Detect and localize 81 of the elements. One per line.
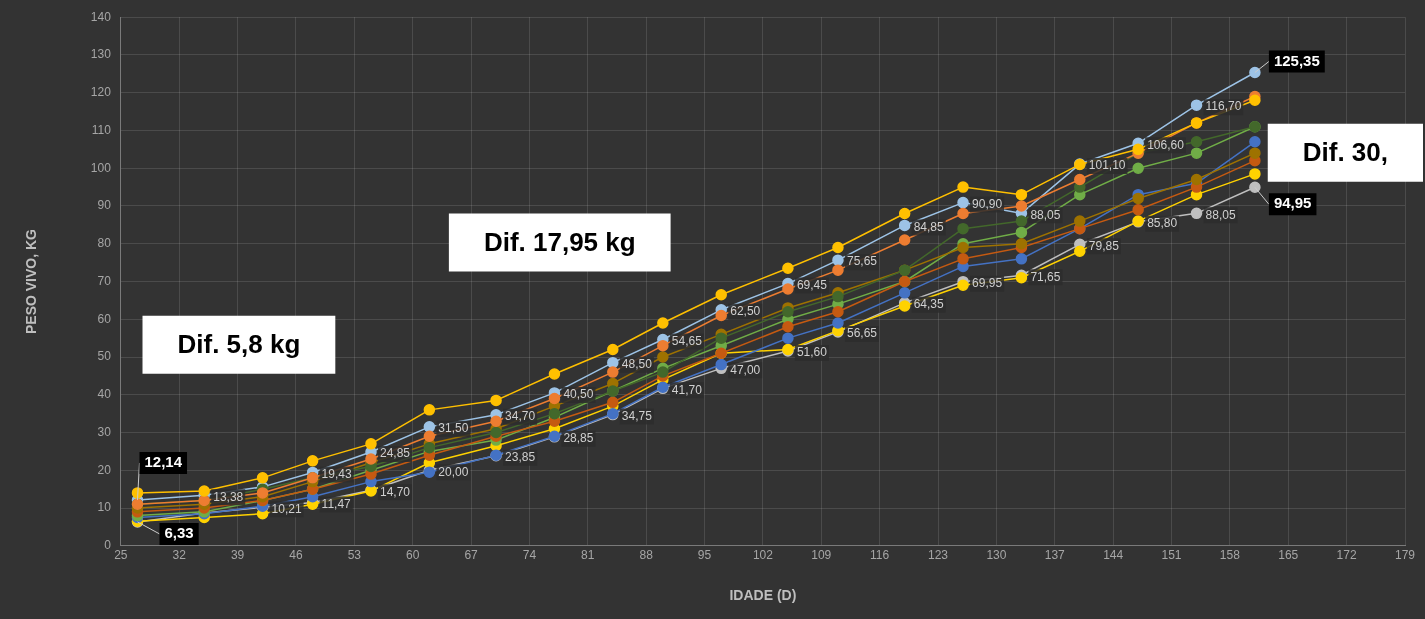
y-tick-label: 20 (97, 462, 112, 477)
y-tick-label: 0 (104, 538, 112, 553)
data-label: 12,14 (144, 453, 183, 471)
x-tick-label: 53 (347, 548, 362, 563)
x-tick-label: 179 (1394, 548, 1416, 563)
data-label: 90,90 (972, 196, 1003, 211)
x-tick-label: 39 (230, 548, 245, 563)
data-label: 11,47 (321, 496, 352, 511)
data-label: 85,80 (1147, 216, 1178, 231)
data-label: 69,95 (972, 276, 1003, 290)
x-tick-label: 32 (172, 548, 187, 563)
y-tick-label: 40 (97, 387, 112, 402)
x-tick-label: 60 (406, 548, 420, 563)
y-tick-label: 90 (97, 198, 112, 213)
x-tick-label: 144 (1103, 548, 1124, 563)
y-tick-label: 50 (97, 349, 112, 364)
data-label: 48,50 (621, 356, 653, 371)
x-tick-label: 95 (697, 548, 712, 563)
data-label: 6,33 (164, 524, 194, 542)
data-label: 116,70 (1205, 99, 1242, 114)
data-label: 23,85 (505, 450, 536, 465)
x-tick-label: 137 (1044, 548, 1066, 563)
data-label: 14,70 (379, 484, 411, 499)
annotation: Dif. 17,95 kg (483, 226, 636, 257)
y-tick-label: 30 (97, 424, 112, 439)
data-label: 79,85 (1088, 238, 1120, 253)
data-label: 94,95 (1273, 194, 1312, 212)
data-label: 101,10 (1088, 158, 1126, 173)
x-tick-label: 74 (522, 548, 537, 563)
y-tick-label: 10 (97, 500, 112, 515)
y-tick-label: 70 (97, 273, 112, 288)
x-tick-label: 81 (581, 548, 595, 563)
data-label: 24,85 (379, 446, 411, 461)
data-label: 20,00 (438, 464, 469, 479)
y-tick-label: 100 (90, 160, 112, 175)
data-label: 71,65 (1030, 269, 1061, 284)
x-tick-label: 158 (1219, 548, 1241, 563)
y-tick-label: 80 (97, 236, 112, 251)
data-label: 75,65 (846, 254, 878, 269)
data-label: 88,05 (1205, 207, 1236, 222)
annotation: Dif. 30, (1302, 136, 1388, 167)
x-tick-label: 109 (811, 548, 832, 563)
data-label: 51,60 (796, 345, 828, 360)
data-label: 62,50 (730, 304, 761, 319)
x-axis-title: IDADE (D) (729, 587, 797, 604)
x-tick-label: 102 (752, 548, 774, 563)
annotation: Dif. 5,8 kg (177, 328, 301, 359)
data-label: 19,43 (321, 466, 352, 481)
data-label: 64,35 (913, 297, 945, 312)
data-label: 125,35 (1273, 51, 1320, 69)
x-tick-label: 130 (986, 548, 1007, 563)
data-label: 34,75 (621, 408, 653, 423)
x-tick-label: 67 (464, 548, 479, 563)
y-tick-label: 130 (90, 47, 112, 62)
data-label: 47,00 (730, 362, 761, 377)
x-tick-label: 151 (1161, 548, 1182, 563)
data-label: 56,65 (846, 326, 878, 341)
x-tick-label: 88 (639, 548, 654, 563)
x-tick-label: 116 (870, 548, 890, 563)
x-tick-label: 165 (1278, 548, 1299, 563)
data-label: 40,50 (563, 387, 594, 402)
y-tick-label: 110 (91, 122, 112, 137)
x-tick-label: 25 (114, 548, 128, 563)
data-label: 69,45 (796, 277, 828, 292)
data-label: 88,05 (1030, 207, 1061, 222)
data-label: 84,85 (913, 219, 945, 234)
data-label: 54,65 (671, 333, 703, 348)
y-axis-title: PESO VIVO, KG (23, 228, 40, 335)
data-label: 10,21 (271, 501, 302, 516)
x-tick-label: 172 (1336, 548, 1357, 563)
y-tick-label: 60 (97, 311, 112, 326)
data-label: 28,85 (563, 431, 594, 446)
data-label: 31,50 (438, 421, 469, 436)
data-label: 41,70 (671, 382, 703, 397)
y-tick-label: 120 (90, 85, 112, 100)
data-label: 106,60 (1147, 137, 1185, 152)
data-label: 13,38 (213, 489, 244, 504)
x-tick-label: 123 (928, 548, 949, 563)
y-tick-label: 140 (90, 9, 112, 24)
data-label: 34,70 (505, 409, 536, 424)
x-tick-label: 46 (289, 548, 303, 563)
